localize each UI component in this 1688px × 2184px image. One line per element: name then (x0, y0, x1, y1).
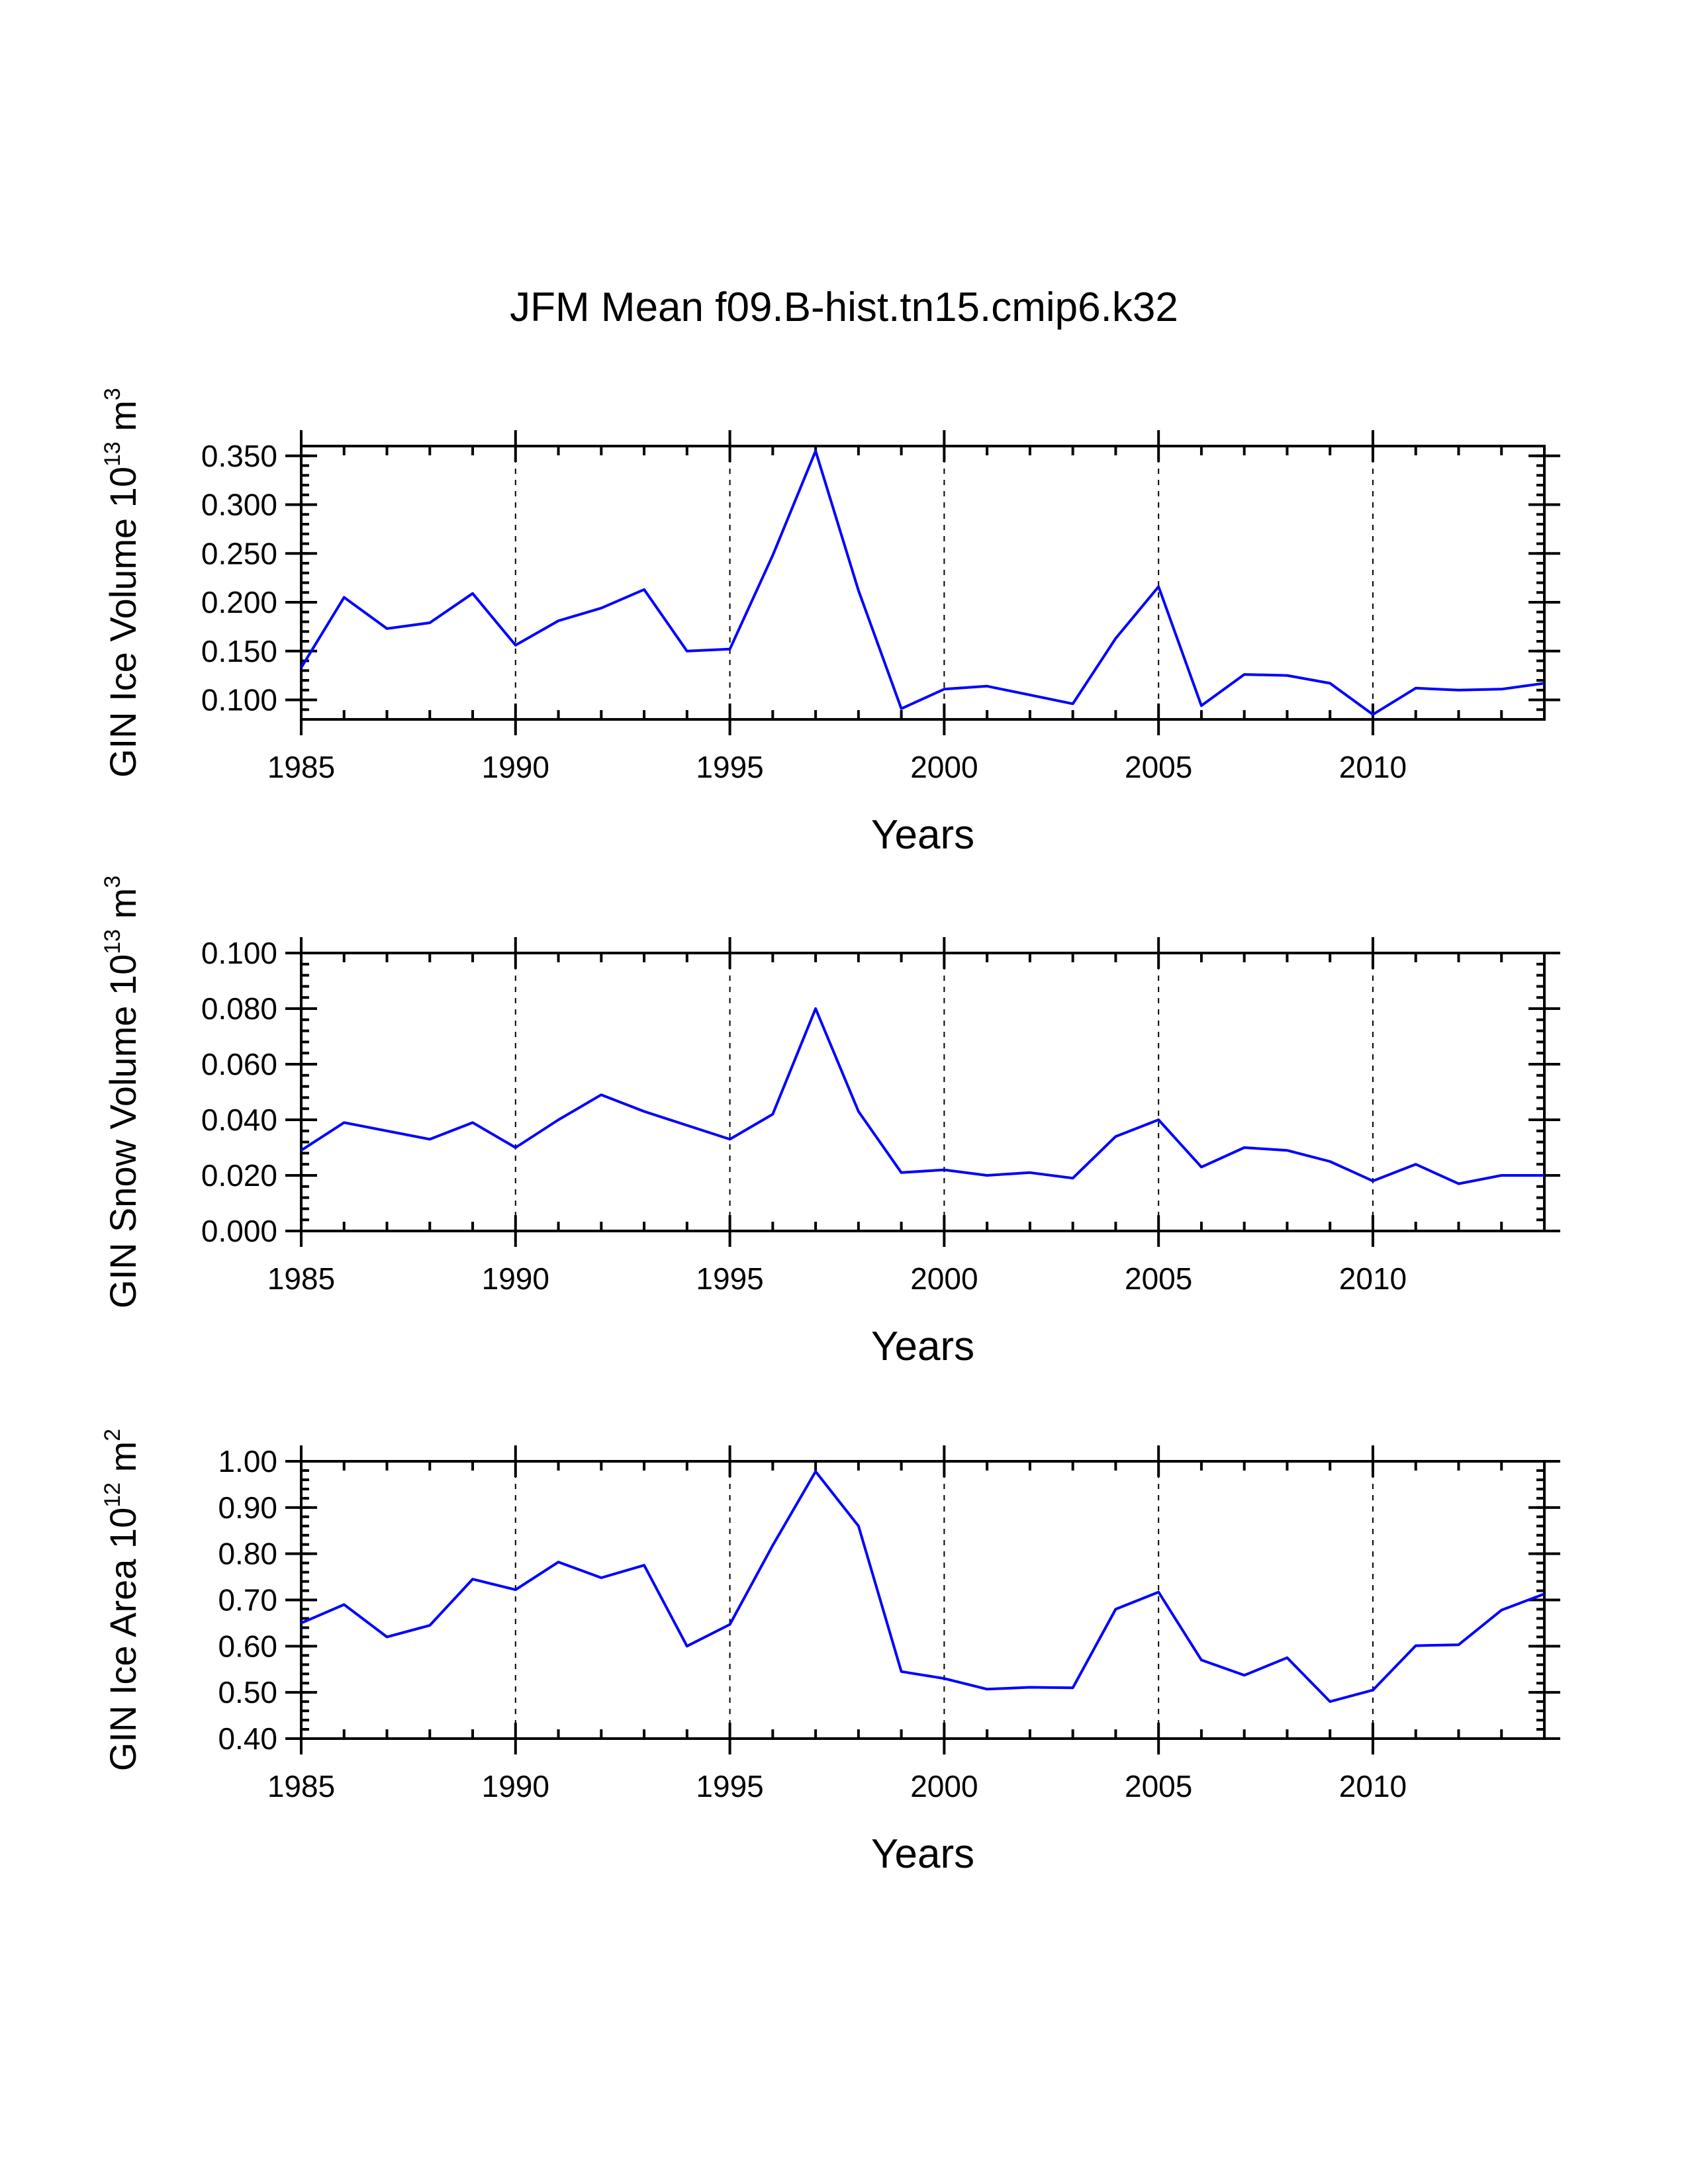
x-tick-label: 1990 (482, 1769, 549, 1803)
y-tick-label: 0.80 (218, 1537, 277, 1571)
y-tick-label: 0.60 (218, 1629, 277, 1663)
plot-frame (300, 445, 1546, 721)
x-axis-label: Years (871, 812, 974, 858)
y-tick-label: 0.90 (218, 1490, 277, 1525)
y-tick-label: 0.350 (201, 439, 277, 473)
x-axis-label: Years (871, 1324, 974, 1369)
x-tick-label: 1995 (696, 1769, 763, 1803)
y-tick-label: 0.040 (201, 1103, 277, 1137)
y-tick-label: 0.060 (201, 1047, 277, 1081)
panels: 0.100 0.150 0.200 0.250 0.300 0.350 1985 1990 19… (100, 388, 1560, 1877)
x-tick-label: 1985 (267, 1261, 335, 1296)
series-line (300, 1007, 1544, 1185)
y-tick-label: 0.000 (201, 1214, 277, 1248)
x-tick-label: 1995 (696, 1261, 763, 1296)
x-tick-label: 1990 (482, 1261, 549, 1296)
x-tick-label: 2000 (910, 750, 978, 784)
series-line (301, 1470, 1545, 1704)
x-tick-label: 2005 (1125, 750, 1192, 784)
y-tick-label: 0.100 (201, 683, 277, 717)
x-tick-label: 2010 (1339, 1769, 1407, 1803)
x-axis-label: Years (871, 1831, 974, 1877)
panel-1: 0.100 0.150 0.200 0.250 0.300 0.350 1985 1990 19… (100, 388, 1560, 858)
x-tick-label: 2010 (1339, 1261, 1407, 1296)
x-tick-label: 2000 (910, 1261, 978, 1296)
plot-frame (300, 952, 1546, 1232)
y-tick-label: 0.080 (201, 991, 277, 1026)
y-axis-label: GIN Ice Volume 1013 m3 (100, 388, 144, 778)
x-tick-label: 2005 (1125, 1261, 1192, 1296)
chart-title: JFM Mean f09.B-hist.tn15.cmip6.k32 (510, 285, 1178, 330)
x-tick-label: 1985 (267, 1769, 335, 1803)
y-tick-label: 0.70 (218, 1583, 277, 1617)
y-tick-label: 1.00 (218, 1444, 277, 1479)
y-tick-label: 0.50 (218, 1675, 277, 1709)
x-tick-label: 2010 (1339, 750, 1407, 784)
x-tick-label: 2000 (910, 1769, 978, 1803)
y-axis-label: GIN Snow Volume 1013 m3 (100, 876, 144, 1308)
y-tick-label: 0.020 (201, 1158, 277, 1193)
y-tick-label: 0.100 (201, 936, 277, 970)
panel-2: 0.000 0.020 0.040 0.060 0.080 0.100 1985 1990 19… (100, 876, 1560, 1369)
x-tick-label: 1985 (267, 750, 335, 784)
x-tick-label: 1995 (696, 750, 763, 784)
y-tick-label: 0.150 (201, 634, 277, 668)
x-tick-label: 2005 (1125, 1769, 1192, 1803)
y-axis-label: GIN Ice Area 1012 m2 (100, 1429, 144, 1771)
y-tick-label: 0.250 (201, 536, 277, 570)
plot-frame (300, 1460, 1546, 1740)
y-tick-label: 0.200 (201, 585, 277, 619)
y-tick-label: 0.40 (218, 1721, 277, 1756)
x-tick-label: 1990 (482, 750, 549, 784)
series-line (300, 449, 1545, 716)
panel-3: 0.40 0.50 0.60 0.70 0.80 0.90 1.00 1985 1990 1995… (100, 1429, 1560, 1877)
y-tick-label: 0.300 (201, 488, 277, 522)
